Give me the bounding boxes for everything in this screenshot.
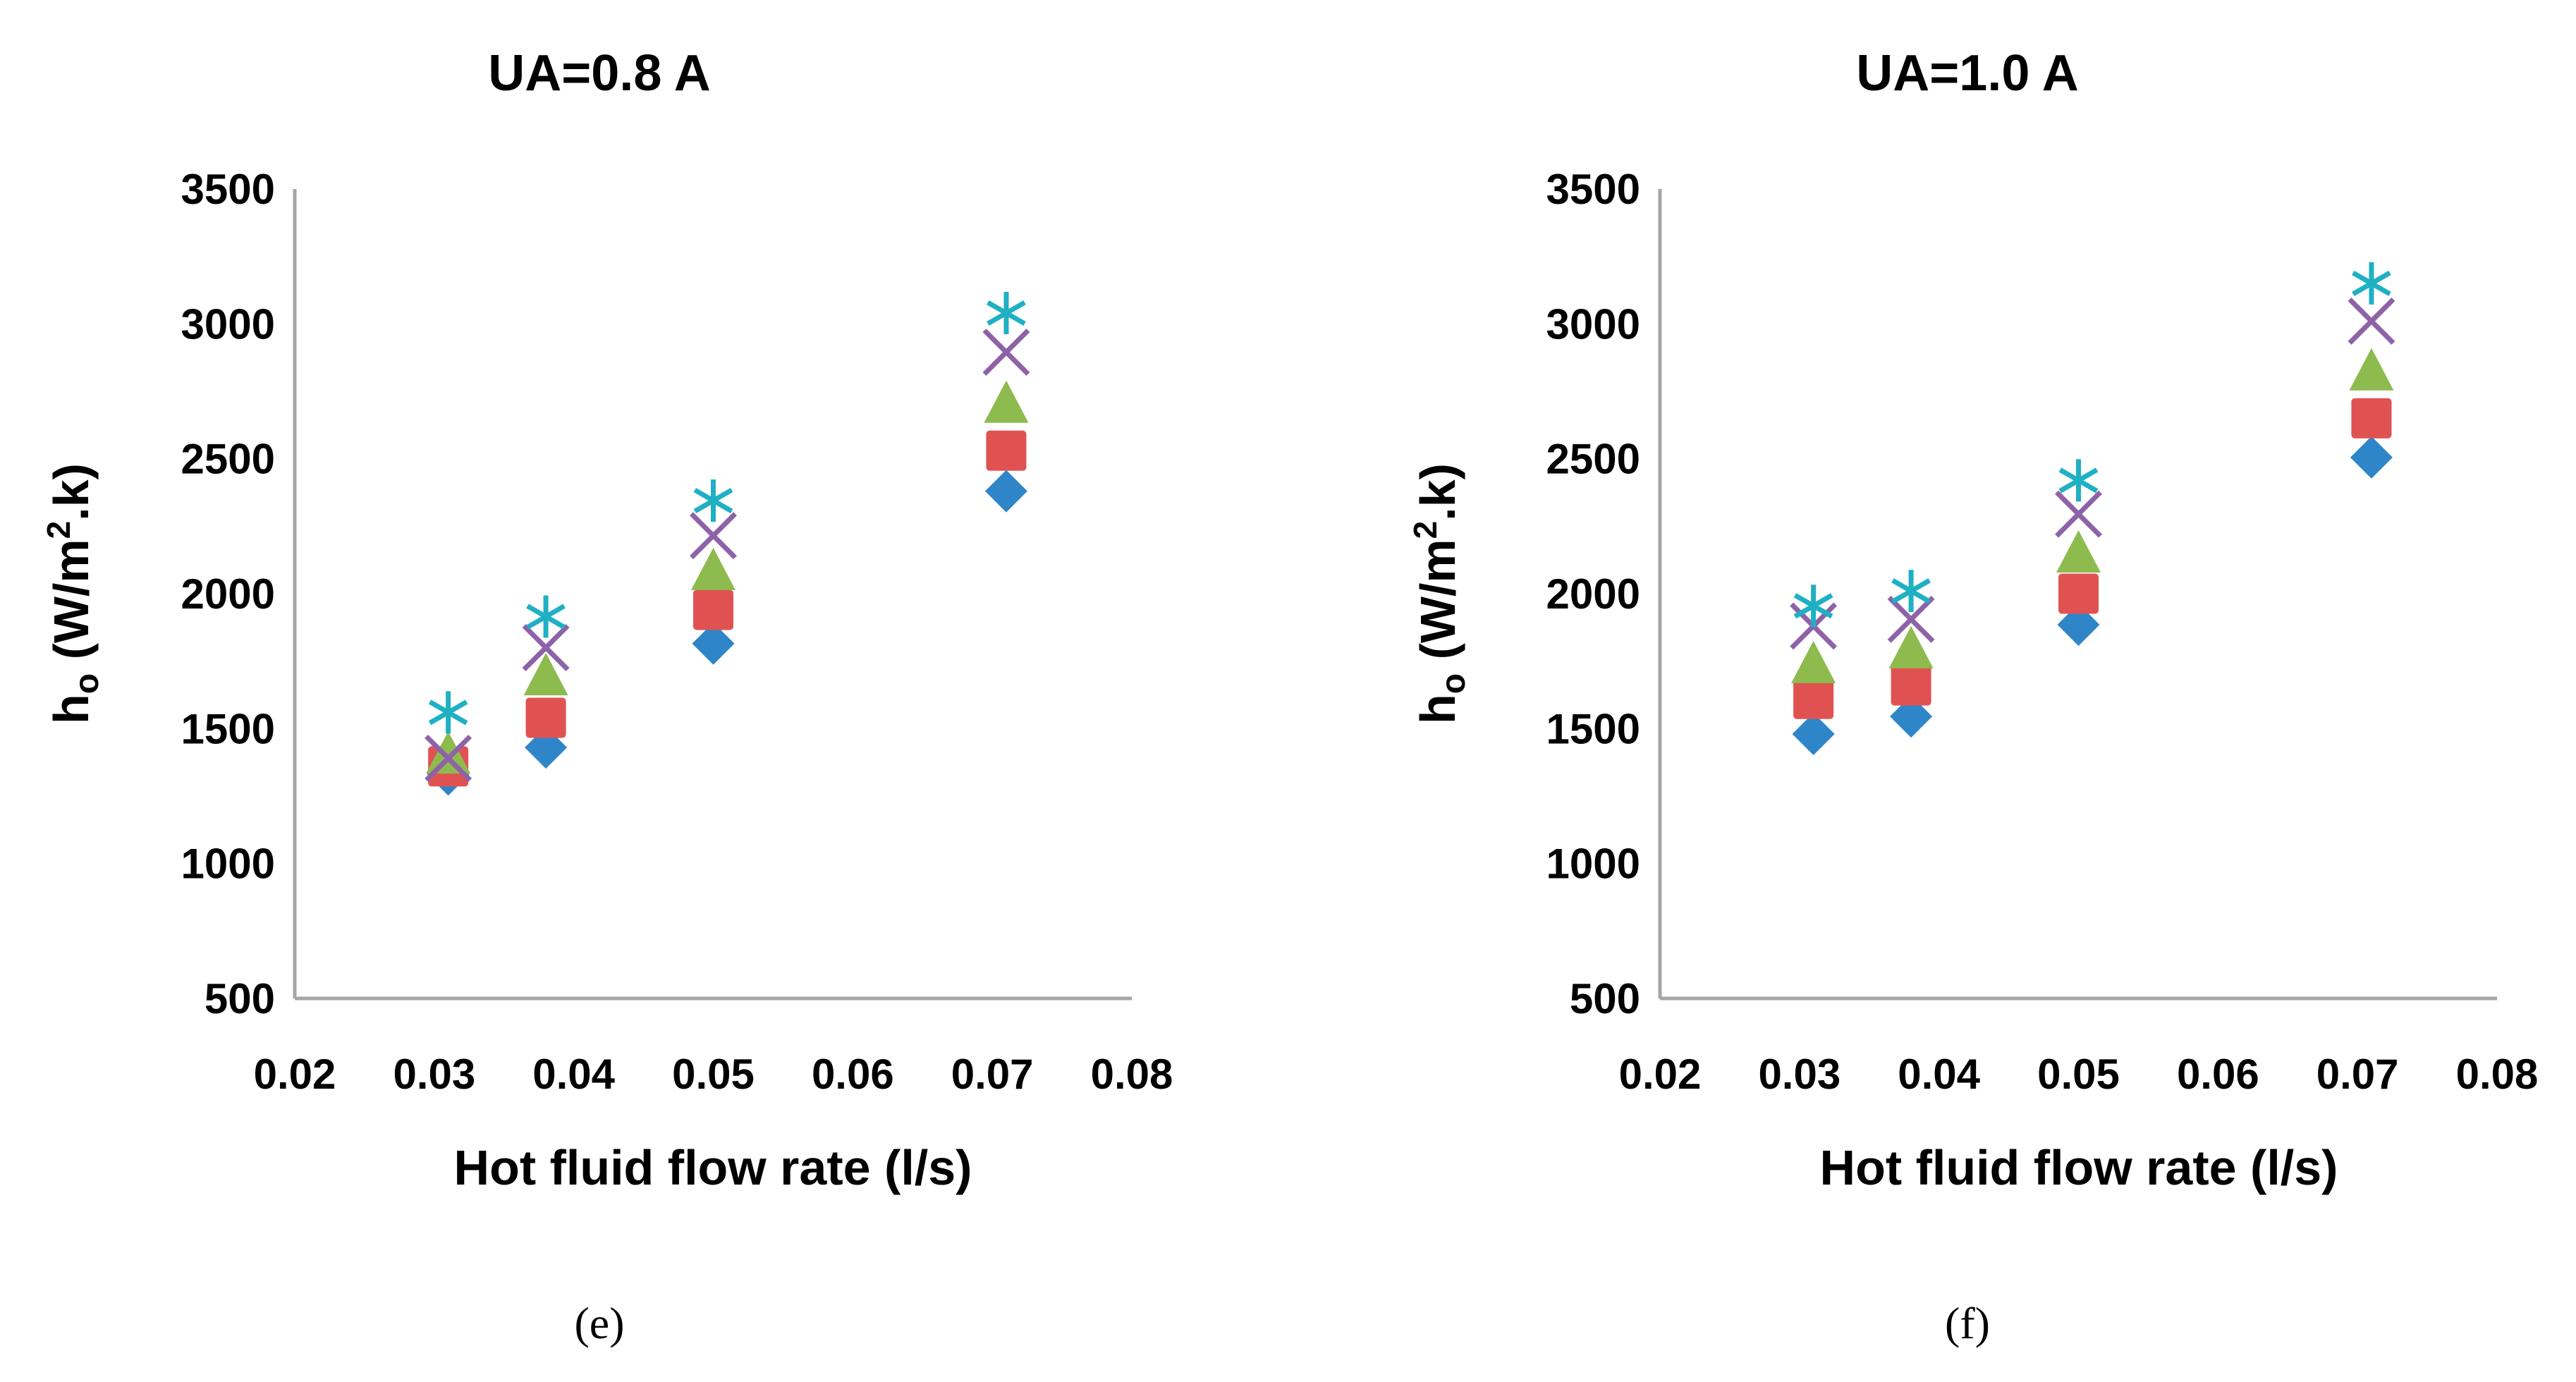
star-marker [1793,585,1833,628]
series-1 [1792,436,2393,755]
series-5 [428,292,1026,734]
y-axis-label-symbol: h [44,694,99,724]
figure-caption: (f) [1945,1298,1990,1348]
x-tick-label: 0.07 [2316,1051,2399,1098]
x-tick-label: 0.08 [1091,1051,1173,1098]
chart-title: UA=0.8 A [488,45,710,102]
square-marker [1891,665,1931,706]
y-axis-label-units-end: .k) [44,463,99,521]
y-tick-label: 1000 [1546,840,1640,888]
y-tick-label: 3000 [1546,300,1640,348]
y-axis-label: ho (W/m2.k) [40,463,106,724]
chart-panel-e: UA=0.8 A 500 1000 1500 2000 2500 3000 3500 0.0… [40,45,1173,1348]
star-marker [693,479,733,522]
star-marker [428,691,468,734]
triangle-marker [1791,640,1836,683]
x-tick-label: 0.03 [393,1051,475,1098]
x-tick-label: 0.07 [951,1051,1034,1098]
series-2 [428,430,1027,787]
series-4 [425,329,1030,782]
y-axis-label-units: (W/m [1410,539,1465,673]
chart-panel-f: UA=1.0 A 500 1000 1500 2000 2500 3000 3500 0.0… [1407,45,2538,1348]
square-marker [2351,398,2392,439]
star-marker [2058,459,2099,502]
y-tick-label: 500 [205,975,275,1022]
x-marker [2055,490,2102,538]
y-axis-label: ho (W/m2.k) [1407,463,1472,724]
x-tick-label: 0.04 [1898,1051,1980,1098]
x-marker [1887,595,1935,643]
star-marker [1891,570,1931,613]
x-tick-label: 0.04 [532,1051,615,1098]
chart-title: UA=1.0 A [1856,45,2078,102]
y-tick-label: 3500 [181,166,275,213]
triangle-marker [691,547,735,590]
y-tick-label: 2000 [1546,570,1640,618]
series-2 [1793,398,2392,719]
x-tick-label: 0.06 [2177,1051,2259,1098]
series-3 [1791,348,2394,683]
square-marker [1793,678,1834,719]
data-points [1790,262,2395,755]
y-tick-label: 2000 [181,570,275,618]
x-tick-label: 0.06 [812,1051,894,1098]
triangle-marker [984,380,1029,423]
series-3 [426,380,1029,774]
triangle-marker [523,653,568,696]
square-marker [986,430,1027,471]
y-axis-label-units-end: .k) [1410,463,1465,521]
x-tick-label: 0.05 [672,1051,755,1098]
y-tick-labels: 500 1000 1500 2000 2500 3000 3500 [181,166,275,1022]
triangle-marker [426,731,471,774]
diamond-marker [2057,604,2100,647]
y-tick-label: 3000 [181,300,275,348]
y-axis-label-superscript: 2 [1407,521,1443,539]
x-marker [982,329,1030,376]
y-axis-label-symbol: h [1410,694,1465,724]
y-tick-label: 1500 [1546,705,1640,752]
y-tick-label: 2500 [1546,436,1640,483]
y-axis-label-superscript: 2 [40,521,77,539]
triangle-marker [2349,348,2394,391]
y-axis-label-subscript: o [1435,673,1472,694]
y-axis-label-units: (W/m [44,539,99,673]
x-axis-label: Hot fluid flow rate (l/s) [1820,1140,2338,1195]
y-tick-label: 500 [1570,975,1640,1022]
square-marker [693,589,733,630]
diamond-marker [984,470,1027,513]
x-tick-labels: 0.02 0.03 0.04 0.05 0.06 0.07 0.08 [254,1051,1173,1098]
diamond-marker [2350,436,2393,479]
diamond-marker [692,622,735,665]
x-tick-label: 0.02 [1619,1051,1702,1098]
star-marker [2352,262,2391,305]
x-tick-label: 0.05 [2037,1051,2120,1098]
x-marker [522,624,570,671]
x-tick-label: 0.02 [254,1051,336,1098]
y-tick-labels: 500 1000 1500 2000 2500 3000 3500 [1546,166,1640,1022]
x-tick-label: 0.03 [1758,1051,1841,1098]
star-marker [526,595,566,638]
y-tick-label: 1500 [181,705,275,752]
y-tick-label: 1000 [181,840,275,888]
triangle-marker [1888,625,1934,668]
x-marker [425,734,472,782]
y-tick-label: 2500 [181,436,275,483]
x-marker [2348,298,2395,345]
diamond-marker [1792,712,1835,755]
y-tick-label: 3500 [1546,166,1640,213]
x-marker [690,512,737,560]
y-axis-label-subscript: o [68,673,106,694]
diamond-marker [1890,695,1933,738]
x-tick-label: 0.08 [2456,1051,2539,1098]
figure-caption: (e) [574,1298,624,1348]
series-5 [1793,262,2391,628]
x-axis-label: Hot fluid flow rate (l/s) [454,1140,972,1195]
x-tick-labels: 0.02 0.03 0.04 0.05 0.06 0.07 0.08 [1619,1051,2539,1098]
square-marker [2058,573,2099,614]
data-points [425,292,1030,796]
triangle-marker [2056,530,2101,573]
square-marker [525,697,566,738]
star-marker [987,292,1026,335]
